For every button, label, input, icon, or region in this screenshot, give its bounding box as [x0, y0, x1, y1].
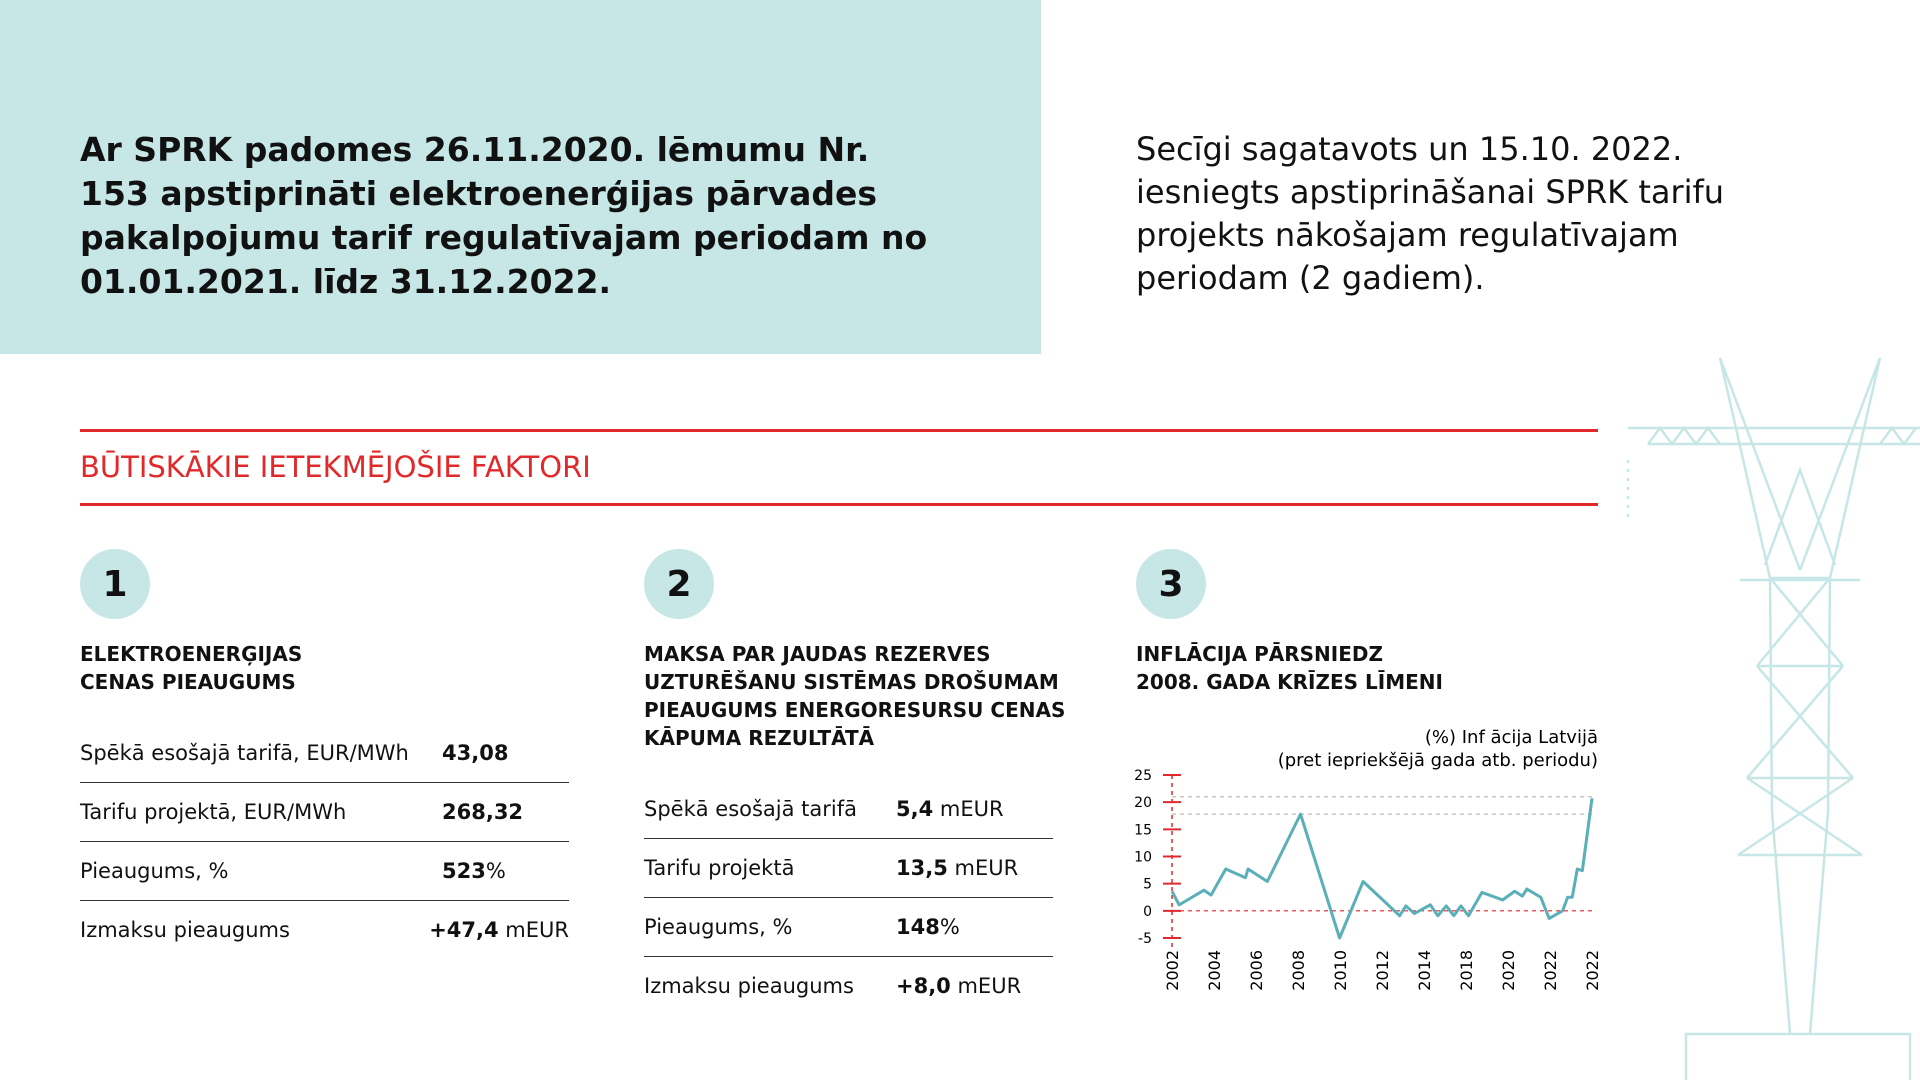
row-unit: mEUR — [933, 797, 1004, 821]
row-unit: % — [939, 915, 960, 939]
x-tick-label: 2022 — [1583, 950, 1602, 991]
row-unit: mEUR — [498, 918, 569, 942]
header-line: Ar SPRK padomes 26.11.2020. lēmumu Nr. — [80, 130, 870, 169]
x-tick-label: 2022 — [1541, 950, 1560, 991]
title-line: MAKSA PAR JAUDAS REZERVES — [644, 642, 991, 666]
x-tick-label: 2002 — [1163, 950, 1182, 991]
factor-title: ELEKTROENERĢIJAS CENAS PIEAUGUMS — [80, 640, 302, 696]
chart-title: (pret iepriekšējā gada atb. periodu) — [1278, 750, 1598, 771]
row-value: +8,0 — [896, 974, 951, 998]
title-line: ELEKTROENERĢIJAS — [80, 642, 303, 666]
title-line: INFLĀCIJA PĀRSNIEDZ — [1136, 642, 1383, 666]
title-line: CENAS PIEAUGUMS — [80, 670, 296, 694]
row-value: 268,32 — [442, 800, 524, 824]
header-left: Ar SPRK padomes 26.11.2020. lēmumu Nr. 15… — [80, 128, 927, 304]
table-row: Spēkā esošajā tarifā, EUR/MWh 43,08 — [80, 724, 569, 783]
table-row: Tarifu projektā 13,5 mEUR — [644, 839, 1053, 898]
row-value: 43,08 — [442, 741, 509, 765]
row-value: +47,4 — [429, 918, 499, 942]
row-label: Spēkā esošajā tarifā — [644, 797, 858, 821]
tower — [1626, 357, 1920, 1080]
table-row: Izmaksu pieaugums +47,4 mEUR — [80, 901, 569, 959]
x-tick-label: 2012 — [1373, 950, 1392, 991]
row-label: Tarifu projektā, EUR/MWh — [80, 800, 347, 824]
row-label: Izmaksu pieaugums — [80, 918, 290, 942]
row-label: Pieaugums, % — [644, 915, 793, 939]
row-unit: mEUR — [950, 974, 1022, 998]
section-title: BŪTISKĀKIE IETEKMĒJOŠIE FAKTORI — [80, 450, 591, 484]
header-line: pakalpojumu tarif regulatīvajam periodam… — [80, 218, 928, 257]
header-line: 01.01.2021. līdz 31.12.2022. — [80, 262, 612, 301]
divider — [80, 429, 1598, 432]
header-line: Secīgi sagatavots un 15.10. 2022. — [1136, 130, 1683, 168]
table-row: Izmaksu pieaugums +8,0 mEUR — [644, 957, 1053, 1015]
table: Spēkā esošajā tarifā, EUR/MWh 43,08 Tarifu… — [80, 724, 569, 959]
y-tick-label: 0 — [1143, 904, 1152, 920]
y-tick-label: 25 — [1134, 768, 1152, 784]
title-line: 2008. GADA KRĪZES LĪMENI — [1136, 670, 1443, 694]
x-tick-label: 2014 — [1415, 950, 1434, 991]
factor-number: 2 — [644, 549, 714, 619]
x-tick-label: 2018 — [1457, 950, 1476, 991]
row-value: 523 — [442, 859, 486, 883]
y-tick-label: 10 — [1134, 850, 1152, 866]
table-row: Tarifu projektā, EUR/MWh 268,32 — [80, 783, 569, 842]
header-panel — [0, 0, 1041, 354]
table: Spēkā esošajā tarifā 5,4 mEUR Tarifu proje… — [644, 780, 1053, 1015]
row-label: Pieaugums, % — [80, 859, 229, 883]
factor-number: 1 — [80, 549, 150, 619]
chart-title: (%) Inf ācija Latvijā — [1425, 727, 1598, 748]
y-tick-label: 15 — [1134, 822, 1152, 838]
factor-title: MAKSA PAR JAUDAS REZERVES UZTURĒŠANU SIST… — [644, 640, 1065, 752]
factor-title: INFLĀCIJA PĀRSNIEDZ 2008. GADA KRĪZES LĪM… — [1136, 640, 1443, 696]
header-right: Secīgi sagatavots un 15.10. 2022. iesnieg… — [1136, 128, 1724, 300]
x-tick-label: 2010 — [1331, 950, 1350, 991]
x-tick-label: 2008 — [1289, 950, 1308, 991]
line-series — [1170, 798, 1594, 940]
x-tick-label: 2006 — [1247, 950, 1266, 991]
row-value: 5,4 — [896, 797, 934, 821]
table-row: Spēkā esošajā tarifā 5,4 mEUR — [644, 780, 1053, 839]
y-tick-label: 5 — [1143, 877, 1152, 893]
title-line: PIEAUGUMS ENERGORESURSU CENAS — [644, 698, 1066, 722]
row-label: Spēkā esošajā tarifā, EUR/MWh — [80, 741, 409, 765]
y-tick-label: 20 — [1134, 795, 1152, 811]
row-unit: mEUR — [947, 856, 1019, 880]
header-line: periodam (2 gadiem). — [1136, 259, 1485, 297]
x-tick-label: 2004 — [1205, 950, 1224, 991]
table-row: Pieaugums, % 523% — [80, 842, 569, 901]
row-unit: % — [485, 859, 506, 883]
header-line: iesniegts apstiprināšanai SPRK tarifu — [1136, 173, 1725, 211]
factor-number: 3 — [1136, 549, 1206, 619]
y-tick-label: -5 — [1138, 931, 1152, 947]
row-label: Izmaksu pieaugums — [644, 974, 854, 998]
header-line: projekts nākošajam regulatīvajam — [1136, 216, 1679, 254]
title-line: KĀPUMA REZULTĀTĀ — [644, 726, 875, 750]
row-label: Tarifu projektā — [644, 856, 795, 880]
row-value: 148 — [896, 915, 940, 939]
title-line: UZTURĒŠANU SISTĒMAS DROŠUMAM — [644, 670, 1059, 694]
header-line: 153 apstiprināti elektroenerģijas pārvad… — [80, 174, 878, 213]
table-row: Pieaugums, % 148% — [644, 898, 1053, 957]
x-tick-label: 2020 — [1499, 950, 1518, 991]
divider — [80, 503, 1598, 506]
row-value: 13,5 — [896, 856, 948, 880]
